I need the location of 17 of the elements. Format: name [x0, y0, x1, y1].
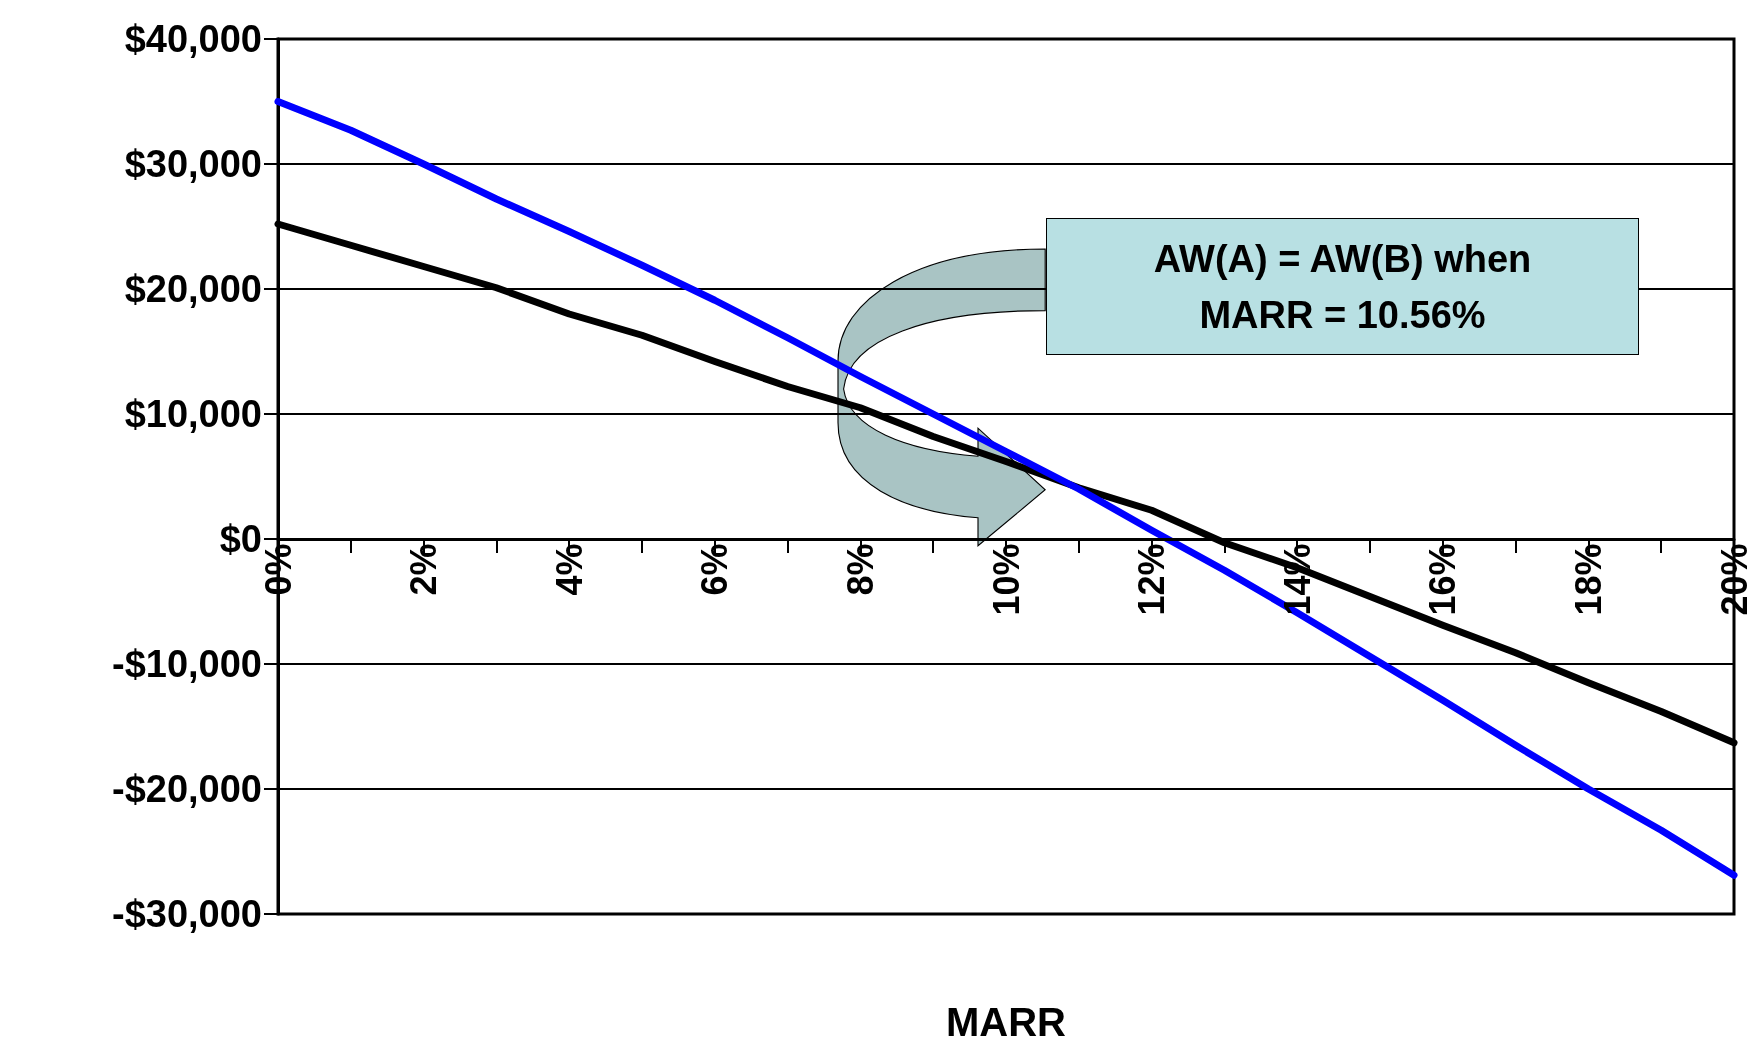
y-tick-label: -$20,000	[111, 768, 262, 810]
x-tick-label: 18%	[1567, 543, 1609, 616]
x-tick-label: 6%	[694, 543, 736, 596]
y-tick-label: $30,000	[124, 143, 262, 185]
y-tick-label: -$10,000	[111, 643, 262, 685]
y-tick-label: -$30,000	[111, 893, 262, 935]
y-tick-label: $40,000	[124, 18, 262, 60]
x-tick-label: 16%	[1422, 543, 1464, 616]
x-axis-title: MARR	[946, 1000, 1067, 1044]
x-tick-label: 2%	[403, 543, 445, 596]
x-tick-label: 4%	[548, 543, 590, 596]
callout-box: AW(A) = AW(B) when MARR = 10.56%	[1046, 218, 1639, 355]
x-tick-label: 8%	[839, 543, 881, 596]
y-tick-label: $20,000	[124, 268, 262, 310]
x-tick-label: 10%	[985, 543, 1027, 616]
y-tick-label: $10,000	[124, 393, 262, 435]
x-tick-label: 12%	[1131, 543, 1173, 616]
